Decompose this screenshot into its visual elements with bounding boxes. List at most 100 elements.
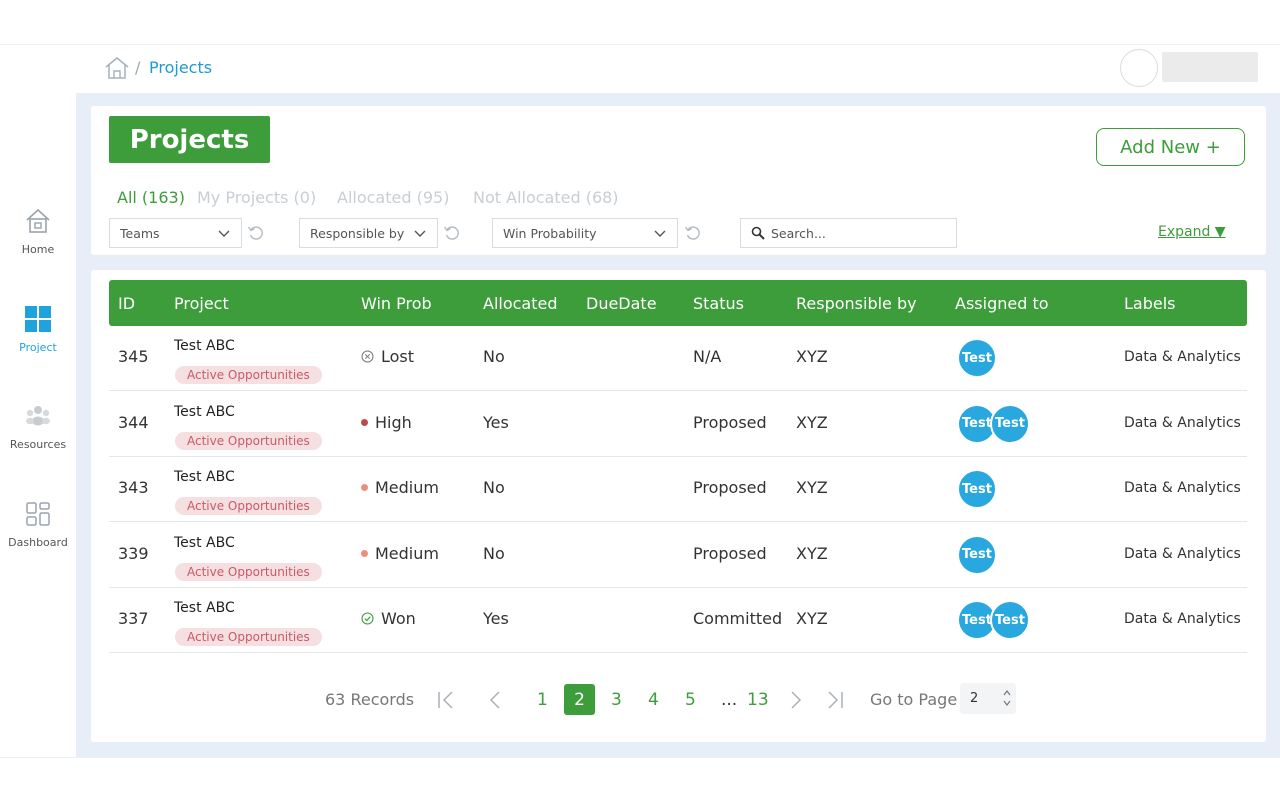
sidebar-item-home[interactable]: Home [0,205,76,256]
tab-not-allocated[interactable]: Not Allocated (68) [473,188,619,207]
teams-dropdown[interactable]: Teams [109,218,242,248]
column-header-labels[interactable]: Labels [1124,294,1176,313]
win-prob-value: Medium [375,478,439,497]
responsible-cell: XYZ [796,478,828,497]
add-new-button[interactable]: Add New + [1096,128,1245,166]
status-badge: Active Opportunities [175,497,322,515]
column-header-project[interactable]: Project [174,294,229,313]
win-prob-cell: Medium [361,544,439,563]
home-icon[interactable] [104,55,130,81]
tab-allocated[interactable]: Allocated (95) [337,188,450,207]
user-name-redacted [1162,52,1258,82]
assignee-avatar[interactable]: Test [957,469,997,509]
pagination-ellipsis: ... [721,690,738,710]
stepper-icon[interactable] [1002,687,1012,709]
win-prob-value: Lost [381,347,415,366]
labels-cell: Data & Analytics [1124,414,1241,431]
status-cell: Committed [693,609,783,628]
table-row[interactable]: 345 Test ABC Active Opportunities Lost No N/A… [109,326,1247,391]
allocated-cell: No [483,543,505,563]
first-page-icon[interactable] [435,688,457,712]
assignee-name: Test [995,416,1025,431]
allocated-cell: Yes [483,609,509,628]
labels-cell: Data & Analytics [1124,349,1241,365]
search-box [740,218,957,248]
assignee-avatar[interactable]: Test [990,600,1030,640]
next-page-icon[interactable] [785,688,807,712]
responsible-cell: XYZ [796,412,828,432]
search-input[interactable] [771,225,941,241]
status-badge: Active Opportunities [175,366,322,384]
avatar[interactable] [1120,49,1158,87]
responsible-cell: XYZ [796,609,828,628]
status-cell: Proposed [693,543,767,563]
tab-my-projects[interactable]: My Projects (0) [197,188,317,207]
win-probability-dropdown[interactable]: Win Probability [492,218,678,248]
responsible-cell: XYZ [796,347,828,366]
teams-dropdown-label: Teams [120,225,160,241]
page-button-4[interactable]: 4 [648,690,659,710]
lost-icon [361,350,374,363]
assignee-avatar[interactable]: Test [990,403,1030,444]
prev-page-icon[interactable] [484,688,506,712]
sidebar-item-label: Dashboard [8,536,68,549]
assignee-name: Test [962,416,992,431]
win-prob-value: High [375,412,412,432]
page-title: Projects [109,116,270,163]
project-name[interactable]: Test ABC [174,403,235,420]
page-button-5[interactable]: 5 [685,690,696,710]
project-name[interactable]: Test ABC [174,469,235,485]
column-header-responsible[interactable]: Responsible by [796,294,917,313]
assignee-name: Test [962,547,992,562]
table-row[interactable]: 337 Test ABC Active Opportunities Won Yes Com… [109,588,1247,653]
project-name[interactable]: Test ABC [174,338,235,354]
win-prob-cell: Won [361,609,416,628]
table-row[interactable]: 343 Test ABC Active Opportunities Medium No P… [109,457,1247,522]
medium-dot-icon [361,484,368,491]
sidebar-item-label: Home [21,243,55,256]
sidebar-item-dashboard[interactable]: Dashboard [0,498,76,549]
column-header-id[interactable]: ID [118,294,136,313]
sidebar-item-label: Resources [9,438,67,451]
page-button-2[interactable]: 2 [564,684,595,715]
chevron-down-icon [218,230,230,237]
page-button-last[interactable]: 13 [747,690,769,710]
reset-icon[interactable] [684,224,702,242]
responsible-dropdown[interactable]: Responsible by [299,218,438,248]
page-button-1[interactable]: 1 [537,690,548,710]
project-id: 344 [118,412,149,432]
project-name[interactable]: Test ABC [174,534,235,551]
projects-table-panel: ID Project Win Prob Allocated DueDate St… [91,270,1266,742]
assignee-avatar[interactable]: Test [957,534,997,575]
project-name[interactable]: Test ABC [174,600,235,616]
sidebar-item-resources[interactable]: Resources [0,400,76,451]
breadcrumb-current[interactable]: Projects [149,58,213,77]
assignee-avatar[interactable]: Test [957,338,997,378]
tab-all[interactable]: All (163) [117,188,185,207]
win-prob-cell: High [361,413,412,432]
responsible-cell: XYZ [796,543,828,563]
column-header-allocated[interactable]: Allocated [483,294,558,313]
last-page-icon[interactable] [824,688,846,712]
sidebar-item-label: Project [19,341,57,354]
win-prob-cell: Medium [361,478,439,497]
expand-link[interactable]: Expand ▼ [1158,224,1226,240]
chevron-down-icon [414,230,426,237]
table-row[interactable]: 339 Test ABC Active Opportunities Medium No P… [109,523,1247,588]
go-to-page-value: 2 [970,691,979,706]
labels-cell: Data & Analytics [1124,545,1241,562]
reset-icon[interactable] [443,224,461,242]
medium-dot-icon [361,549,368,557]
people-icon [26,406,50,426]
column-header-duedate[interactable]: DueDate [586,294,657,313]
allocated-cell: No [483,347,505,366]
column-header-win-prob[interactable]: Win Prob [361,294,432,313]
go-to-page-input[interactable]: 2 [960,683,1016,714]
column-header-assigned[interactable]: Assigned to [955,294,1049,313]
page-button-3[interactable]: 3 [611,690,622,710]
assignee-name: Test [962,350,992,366]
table-row[interactable]: 344 Test ABC Active Opportunities High Yes Pr… [109,392,1247,457]
sidebar-item-project[interactable]: Project [0,303,76,354]
reset-icon[interactable] [247,224,265,242]
column-header-status[interactable]: Status [693,294,744,313]
